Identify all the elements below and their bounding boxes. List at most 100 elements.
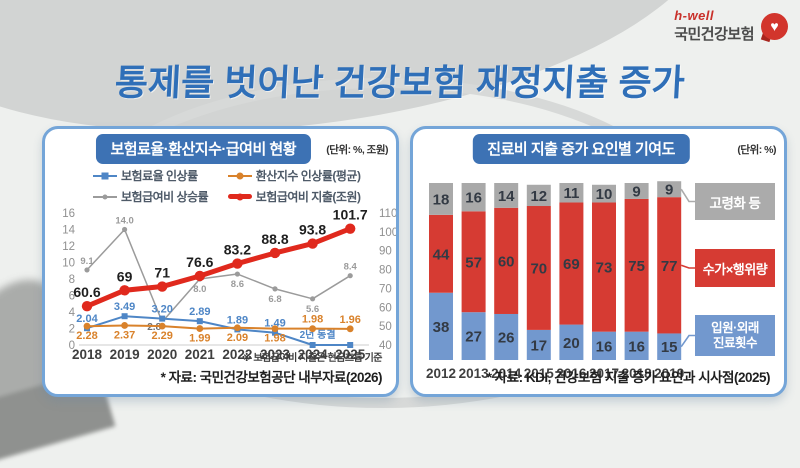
svg-text:2022: 2022	[222, 347, 252, 362]
svg-text:70: 70	[530, 260, 547, 277]
left-panel-footnote: ※ 보험급여비 지출은 현금흐름 기준	[241, 353, 383, 364]
callout-fee-volume: 수가×행위량	[695, 249, 775, 287]
svg-text:90: 90	[379, 246, 392, 258]
svg-text:2014: 2014	[491, 366, 522, 381]
svg-text:1.49: 1.49	[264, 318, 285, 330]
svg-text:4: 4	[69, 307, 76, 319]
svg-text:14.0: 14.0	[115, 216, 134, 227]
svg-text:15: 15	[661, 339, 678, 356]
bar-2018: 16 75 9 2018	[622, 183, 653, 381]
svg-text:2017: 2017	[589, 366, 619, 381]
svg-text:5.6: 5.6	[306, 304, 319, 315]
nhis-logo: h-well 국민건강보험 ♥	[674, 8, 788, 44]
svg-text:2023: 2023	[260, 347, 291, 362]
bar-2016: 20 69 11 2016	[556, 183, 587, 381]
svg-text:1.89: 1.89	[227, 314, 248, 326]
stacked-bar-chart: 3844182012275716201326601420141770122015…	[426, 181, 695, 381]
svg-text:1.99: 1.99	[189, 333, 210, 345]
svg-text:11: 11	[563, 185, 579, 202]
svg-text:14: 14	[62, 225, 75, 237]
callout-visits: 입원·외래 진료횟수	[695, 315, 775, 356]
svg-text:83.2: 83.2	[224, 242, 251, 258]
series-보험급여비 지출(조원): 60.6 69 71 76.6 83.2 88.8 93.8 101.7	[73, 207, 368, 312]
svg-text:100: 100	[379, 227, 396, 239]
svg-text:60: 60	[379, 302, 392, 314]
svg-text:2019: 2019	[654, 366, 684, 381]
logo-brand: h-well	[674, 8, 715, 23]
svg-text:40: 40	[379, 340, 392, 352]
left-panel-header: 보험료율·환산지수·급여비 현황	[95, 134, 312, 164]
svg-text:2012: 2012	[426, 366, 456, 381]
legend-swatch-icon	[227, 171, 252, 181]
svg-text:2024: 2024	[298, 347, 329, 362]
svg-text:8.4: 8.4	[344, 262, 358, 273]
svg-text:2019: 2019	[110, 347, 140, 362]
svg-text:8.6: 8.6	[231, 279, 244, 290]
svg-text:9: 9	[632, 183, 640, 200]
svg-text:12: 12	[62, 241, 75, 253]
svg-text:2025: 2025	[335, 347, 366, 362]
bar-2012: 38 44 18 2012	[426, 183, 456, 381]
svg-text:1.98: 1.98	[264, 333, 285, 345]
svg-text:14: 14	[498, 188, 515, 205]
svg-text:8.0: 8.0	[193, 284, 206, 295]
nhis-logo-text: h-well 국민건강보험	[674, 8, 754, 44]
right-panel-unit: (단위: %)	[737, 144, 776, 156]
callout-connector	[680, 334, 695, 348]
legend-swatch-icon	[227, 192, 252, 202]
svg-text:60: 60	[498, 253, 515, 270]
svg-text:20: 20	[563, 335, 580, 352]
svg-text:6.8: 6.8	[268, 294, 281, 305]
svg-text:10: 10	[596, 186, 613, 203]
logo-org-name: 국민건강보험	[674, 26, 754, 43]
svg-text:101.7: 101.7	[333, 207, 368, 223]
svg-text:10: 10	[62, 258, 75, 270]
legend-item: 보험급여비 상승률	[93, 188, 228, 205]
svg-text:18: 18	[433, 191, 450, 208]
callout-aging: 고령화 등	[695, 183, 775, 220]
svg-text:9: 9	[665, 182, 673, 199]
legend-item: 보험료율 인상률	[93, 167, 228, 184]
svg-text:71: 71	[154, 265, 170, 281]
svg-text:77: 77	[661, 258, 678, 275]
heart-icon: ♥	[761, 12, 788, 40]
svg-text:2013: 2013	[459, 366, 490, 381]
svg-text:76.6: 76.6	[186, 254, 213, 270]
legend-item: 환산지수 인상률(평균)	[227, 167, 386, 184]
svg-text:2.29: 2.29	[151, 330, 172, 342]
svg-text:2018: 2018	[72, 347, 103, 362]
svg-text:2016: 2016	[556, 366, 587, 381]
legend-swatch-icon	[93, 192, 117, 202]
svg-text:17: 17	[530, 337, 547, 354]
svg-text:50: 50	[379, 321, 392, 333]
legend-label: 보험료율 인상률	[121, 169, 198, 183]
svg-text:110: 110	[379, 208, 396, 220]
bar-2015: 17 70 12 2015	[524, 184, 555, 381]
svg-text:2.04: 2.04	[76, 313, 98, 325]
left-panel-unit: (단위: %, 조원)	[326, 144, 388, 156]
svg-text:3.49: 3.49	[114, 301, 135, 313]
svg-text:75: 75	[628, 258, 645, 275]
svg-text:16: 16	[628, 338, 645, 355]
svg-text:2.09: 2.09	[227, 332, 248, 344]
svg-text:2.8: 2.8	[147, 322, 161, 333]
svg-text:2: 2	[69, 324, 75, 336]
svg-text:2015: 2015	[524, 366, 555, 381]
bar-2013: 27 57 16 2013	[459, 183, 490, 381]
bar-2014: 26 60 14 2014	[491, 183, 522, 381]
svg-text:2018: 2018	[622, 366, 653, 381]
left-panel-source: * 자료: 국민건강보험공단 내부자료(2026)	[160, 370, 383, 385]
svg-text:2020: 2020	[147, 347, 177, 362]
page-title: 통제를 벗어난 건강보험 재정지출 증가	[113, 62, 686, 103]
series-보험급여비 상승률: 9.1 14.0 2.8 8.0 8.6 6.8 5.6 8.4	[80, 216, 357, 333]
freeze-annotation: 2년 동결	[300, 328, 336, 341]
svg-text:9.1: 9.1	[80, 256, 94, 267]
svg-text:80: 80	[379, 265, 392, 277]
legend-label: 보험급여비 지출(조원)	[255, 190, 361, 204]
right-panel-source: * 자료: KDI, 건강보험 지출 증가 요인과 시사점(2025)	[486, 370, 771, 385]
legend-swatch-icon	[93, 171, 117, 181]
callout-connector	[680, 264, 695, 269]
svg-text:69: 69	[563, 256, 580, 273]
svg-text:1.98: 1.98	[302, 314, 323, 326]
